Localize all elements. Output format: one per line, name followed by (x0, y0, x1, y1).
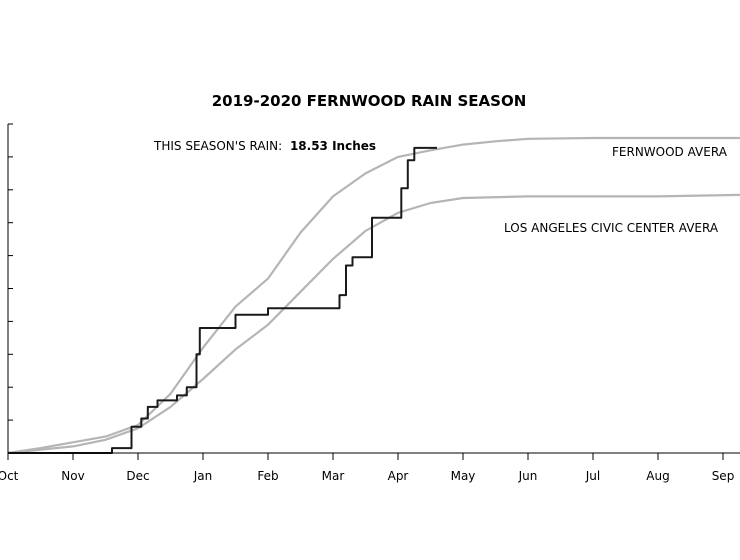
x-tick-label: Feb (257, 469, 278, 483)
x-tick-label: Oct (0, 469, 19, 483)
x-ticks (7, 453, 724, 460)
x-tick-labels: Oct Nov Dec Jan Feb Mar Apr May Jun Jul Aug Sep (0, 469, 734, 483)
x-tick-label: Nov (61, 469, 84, 483)
x-tick-label: Aug (646, 469, 669, 483)
series-line-0 (7, 136, 740, 455)
x-tick-label: Jan (193, 469, 213, 483)
season-total-value: 18.53 Inches (290, 139, 376, 153)
x-tick-label: May (451, 469, 476, 483)
series-line-2 (8, 146, 437, 454)
x-tick-label: Sep (712, 469, 735, 483)
x-tick-label: Apr (388, 469, 409, 483)
chart-title: 2019-2020 FERNWOOD RAIN SEASON (212, 92, 527, 110)
y-ticks (8, 123, 13, 454)
series-layer (7, 136, 740, 455)
la-civic-center-average-label: LOS ANGELES CIVIC CENTER AVERA (504, 221, 719, 235)
x-tick-label: Jul (585, 469, 600, 483)
x-tick-label: Jun (518, 469, 538, 483)
season-total-label: THIS SEASON'S RAIN: (153, 139, 282, 153)
x-tick-label: Mar (322, 469, 345, 483)
x-tick-label: Dec (126, 469, 149, 483)
fernwood-average-label: FERNWOOD AVERA (612, 145, 728, 159)
season-total-annotation: THIS SEASON'S RAIN: 18.53 Inches (153, 139, 376, 153)
series-line-1 (7, 193, 740, 455)
